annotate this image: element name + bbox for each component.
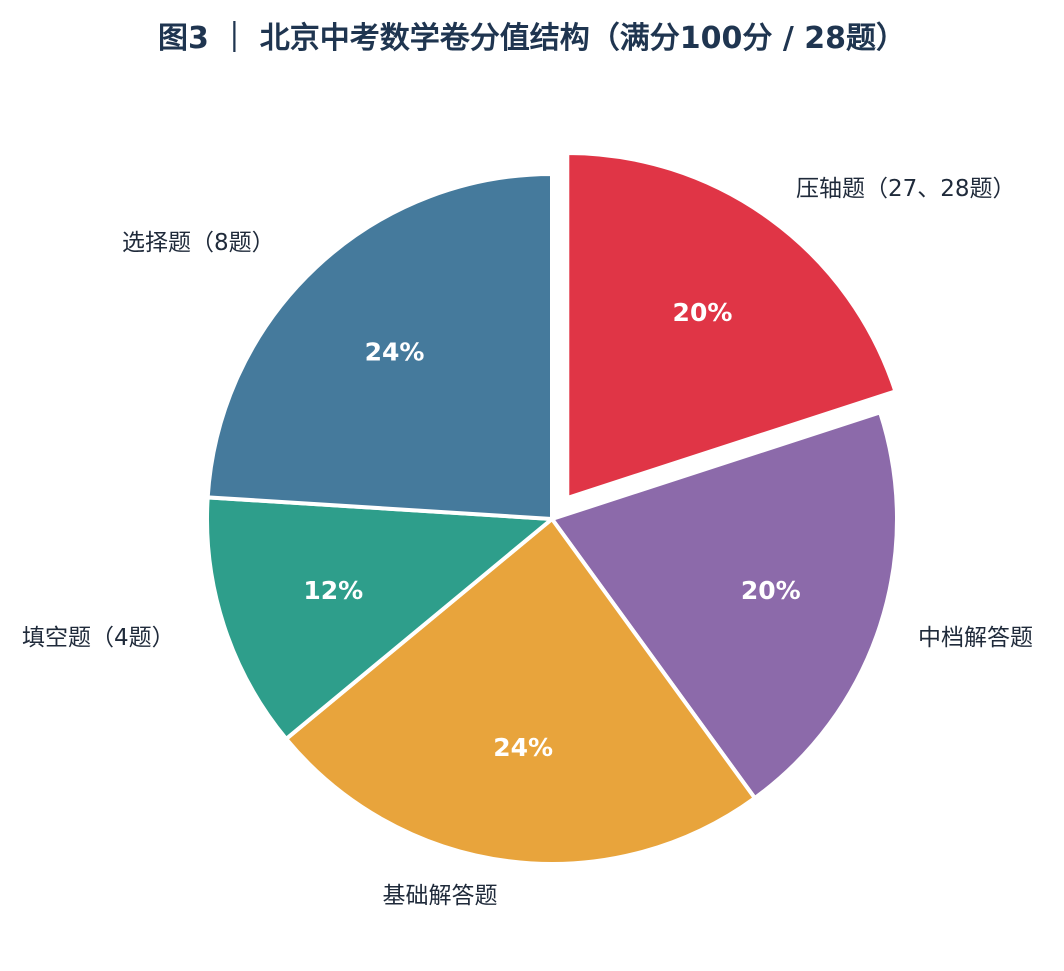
pie-category-label-1: 压轴题（27、28题） [796, 176, 1016, 202]
pie-slice-3 [284, 517, 757, 866]
pie-value-label-5: 24% [365, 337, 425, 366]
pie-value-label-1: 20% [673, 298, 733, 327]
pie-slices [205, 150, 899, 866]
pie-category-label-5: 选择题（8题） [122, 230, 275, 256]
percentage-labels: 20% 20% 24% 12% 24% [303, 298, 800, 762]
pie-slice-2 [550, 410, 899, 801]
chart-title: 图3 ｜ 北京中考数学卷分值结构（满分100分 / 28题） [158, 21, 906, 56]
pie-slice-1 [565, 150, 898, 500]
pie-category-label-3: 基础解答题 [383, 883, 498, 909]
pie-slice-4 [205, 495, 554, 741]
pie-value-label-2: 20% [741, 576, 801, 605]
pie-slice-5 [205, 172, 554, 521]
pie-value-label-3: 24% [493, 733, 553, 762]
pie-value-label-4: 12% [303, 576, 363, 605]
pie-category-label-2: 中档解答题 [918, 625, 1033, 651]
pie-category-label-4: 填空题（4题） [22, 625, 175, 651]
